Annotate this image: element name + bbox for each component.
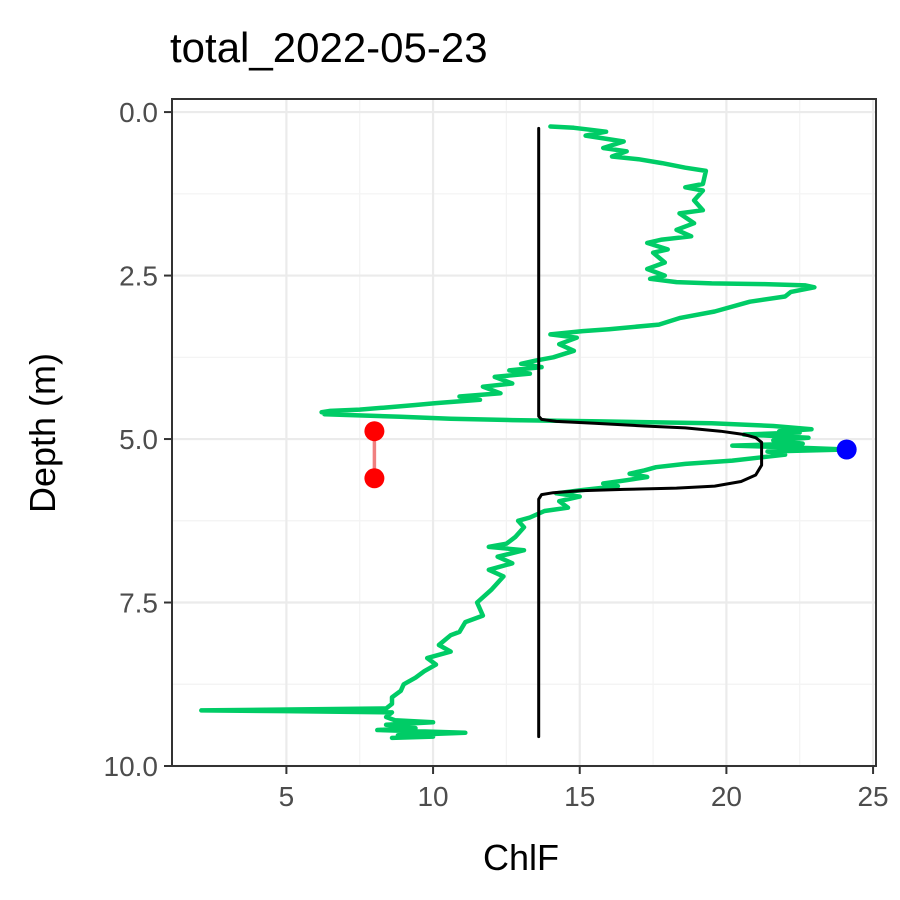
y-axis-title: Depth (m): [22, 353, 63, 513]
y-tick-label: 0.0: [119, 97, 158, 128]
chlf-profile-line: [199, 124, 849, 741]
chart-title: total_2022-05-23: [170, 24, 488, 71]
axes: 5 10 15 20 25 0.0 2.5 5.0 7.5 10.0: [104, 97, 889, 812]
layer-bound-marker: [364, 421, 385, 442]
x-tick-label: 20: [711, 781, 742, 812]
x-tick-label: 10: [417, 781, 448, 812]
panel-border: [171, 98, 877, 767]
x-tick-label: 15: [564, 781, 595, 812]
y-tick-label: 2.5: [119, 261, 158, 292]
y-tick-label: 5.0: [119, 424, 158, 455]
x-tick-label: 5: [279, 781, 295, 812]
y-tick-label: 7.5: [119, 588, 158, 619]
y-tick-label: 10.0: [104, 751, 159, 782]
layer-bound-marker: [364, 468, 385, 489]
fitted-profile-line: [537, 126, 764, 739]
x-axis-title: ChlF: [483, 837, 559, 878]
plot-area: [199, 124, 857, 741]
x-tick-label: 25: [857, 781, 888, 812]
peak-marker: [836, 439, 857, 460]
